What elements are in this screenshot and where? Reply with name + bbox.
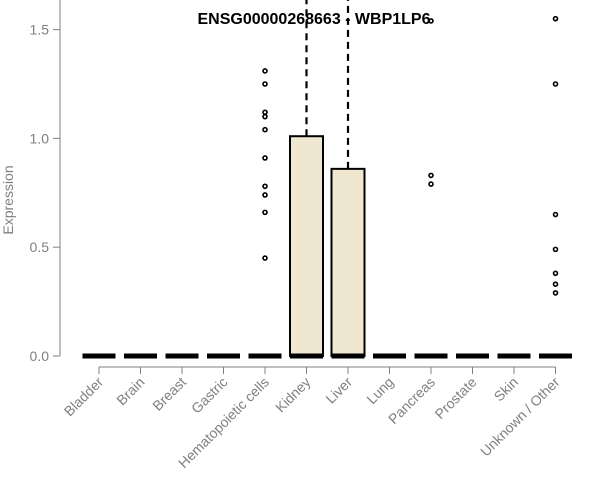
y-axis: 0.00.51.01.52.02.5 bbox=[30, 0, 61, 364]
y-tick-label: 0.5 bbox=[30, 239, 50, 255]
box-group bbox=[497, 353, 531, 359]
y-tick-label: 1.5 bbox=[30, 22, 50, 38]
x-tick-label: Prostate bbox=[431, 374, 479, 422]
box-rect bbox=[330, 167, 366, 357]
box-group bbox=[330, 0, 366, 359]
box-group bbox=[414, 18, 448, 359]
outlier-point bbox=[262, 255, 268, 261]
x-tick-label: Breast bbox=[149, 374, 189, 414]
outlier-point bbox=[552, 211, 559, 218]
x-tick-label: Kidney bbox=[272, 374, 314, 416]
box-group bbox=[248, 68, 282, 359]
y-tick-label: 1.0 bbox=[30, 130, 50, 146]
outlier-point bbox=[262, 109, 268, 116]
outlier-point bbox=[552, 270, 559, 277]
outlier-point bbox=[262, 81, 268, 87]
outlier-point bbox=[262, 113, 268, 120]
y-axis-label: Expression bbox=[0, 165, 16, 234]
outlier-point bbox=[262, 209, 268, 216]
outlier-point bbox=[552, 15, 559, 22]
outlier-point bbox=[428, 172, 434, 179]
box-group bbox=[289, 0, 324, 359]
chart-title: ENSG00000268663 - WBP1LP6 bbox=[197, 11, 430, 28]
outlier-point bbox=[552, 290, 559, 296]
outlier-point bbox=[262, 68, 268, 74]
x-tick-label: Lung bbox=[363, 374, 396, 407]
boxes-layer bbox=[82, 0, 572, 359]
x-tick-label: Bladder bbox=[61, 374, 107, 420]
y-tick-label: 0.0 bbox=[30, 348, 50, 364]
outlier-point bbox=[552, 281, 559, 287]
box-rect bbox=[289, 135, 324, 357]
outlier-point bbox=[262, 126, 268, 133]
outlier-point bbox=[552, 81, 559, 87]
x-tick-label: Unknown / Other bbox=[477, 374, 563, 460]
box-group bbox=[539, 15, 572, 359]
outlier-point bbox=[428, 18, 434, 24]
outlier-point bbox=[428, 181, 434, 187]
outlier-point bbox=[262, 155, 268, 161]
outlier-point bbox=[262, 183, 268, 190]
x-tick-label: Skin bbox=[491, 374, 522, 405]
outlier-point bbox=[262, 192, 268, 198]
x-tick-label: Brain bbox=[113, 374, 147, 408]
x-tick-label: Liver bbox=[322, 374, 355, 407]
outlier-point bbox=[552, 246, 559, 253]
